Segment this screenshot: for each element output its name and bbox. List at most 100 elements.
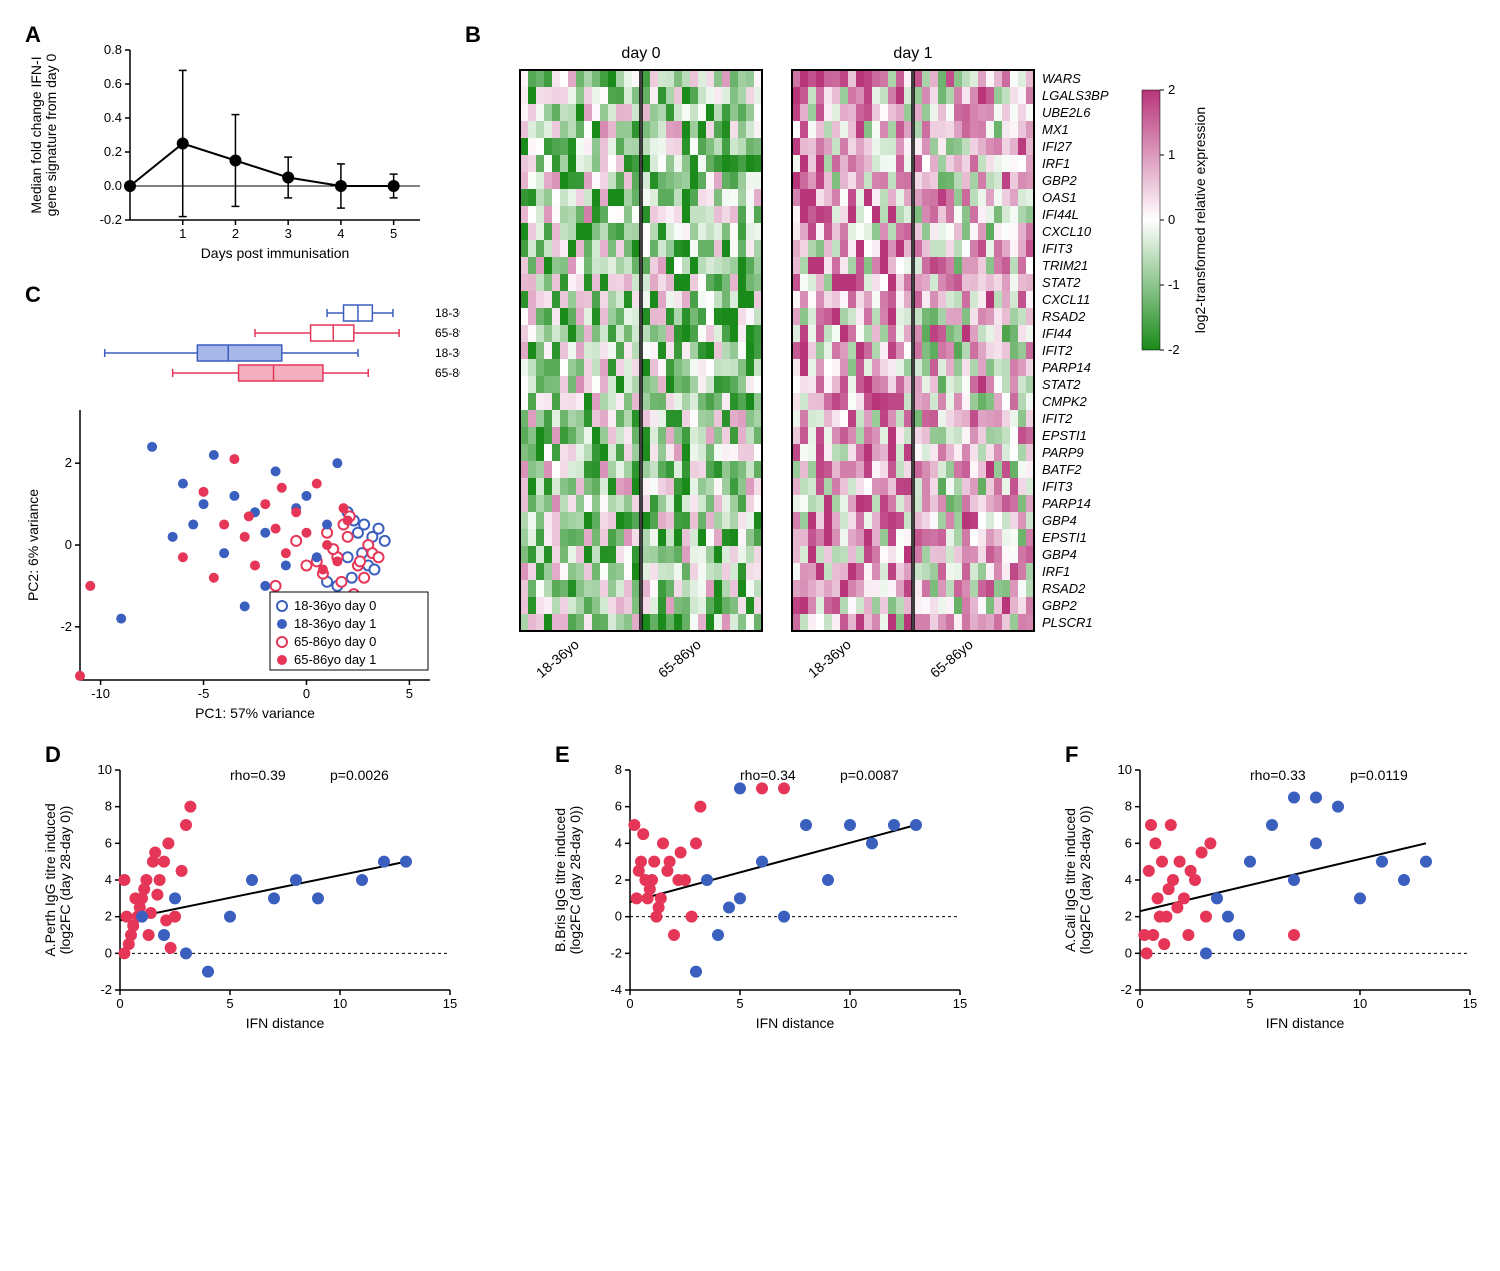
heatmap-cell	[954, 580, 962, 597]
heatmap-cell	[816, 70, 824, 87]
heatmap-cell	[650, 393, 658, 410]
heatmap-cell	[624, 70, 632, 87]
heatmap-cell	[576, 393, 584, 410]
heatmap-cell	[714, 104, 722, 121]
heatmap-cell	[738, 495, 746, 512]
heatmap-cell	[962, 121, 970, 138]
heatmap-cell	[880, 291, 888, 308]
svg-text:A: A	[25, 22, 41, 47]
heatmap-cell	[856, 410, 864, 427]
heatmap-cell	[848, 376, 856, 393]
heatmap-cell	[714, 427, 722, 444]
heatmap-cell	[896, 155, 904, 172]
heatmap-cell	[872, 495, 880, 512]
heatmap-cell	[682, 240, 690, 257]
heatmap-cell	[536, 614, 544, 631]
heatmap-cell	[840, 206, 848, 223]
heatmap-cell	[624, 580, 632, 597]
heatmap-cell	[840, 563, 848, 580]
heatmap-cell	[560, 410, 568, 427]
heatmap-cell	[690, 223, 698, 240]
svg-text:10: 10	[98, 762, 112, 777]
heatmap-cell	[674, 308, 682, 325]
heatmap-cell	[856, 580, 864, 597]
heatmap-cell	[528, 87, 536, 104]
pca-point	[240, 532, 250, 542]
heatmap-cell	[792, 614, 800, 631]
svg-text:5: 5	[1246, 996, 1253, 1011]
heatmap-cell	[584, 274, 592, 291]
scatter-point	[123, 938, 135, 950]
heatmap-cell	[1018, 206, 1026, 223]
heatmap-cell	[560, 444, 568, 461]
heatmap-cell	[800, 274, 808, 291]
heatmap-cell	[592, 155, 600, 172]
heatmap-cell	[954, 495, 962, 512]
heatmap-cell	[600, 138, 608, 155]
heatmap-cell	[528, 138, 536, 155]
scatter-point	[154, 874, 166, 886]
heatmap-cell	[994, 189, 1002, 206]
heatmap-cell	[706, 172, 714, 189]
svg-text:6: 6	[105, 835, 112, 850]
pca-point	[353, 528, 363, 538]
svg-text:5: 5	[390, 226, 397, 241]
heatmap-cell	[536, 427, 544, 444]
scatter-point	[866, 837, 878, 849]
heatmap-cell	[560, 223, 568, 240]
heatmap-cell	[832, 376, 840, 393]
heatmap-cell	[576, 325, 584, 342]
heatmap-cell	[650, 274, 658, 291]
svg-text:10: 10	[1353, 996, 1367, 1011]
heatmap-cell	[970, 223, 978, 240]
heatmap-cell	[650, 240, 658, 257]
heatmap-cell	[840, 614, 848, 631]
heatmap-cell	[986, 359, 994, 376]
heatmap-cell	[746, 308, 754, 325]
heatmap-cell	[808, 308, 816, 325]
heatmap-cell	[624, 87, 632, 104]
heatmap-cell	[552, 240, 560, 257]
scatter-point	[628, 819, 640, 831]
heatmap-cell	[658, 359, 666, 376]
heatmap-cell	[584, 614, 592, 631]
heatmap-cell	[1026, 359, 1034, 376]
heatmap-cell	[706, 580, 714, 597]
heatmap-cell	[674, 495, 682, 512]
heatmap-cell	[722, 240, 730, 257]
heatmap-cell	[682, 172, 690, 189]
heatmap-cell	[568, 546, 576, 563]
heatmap-cell	[730, 189, 738, 206]
scatter-point	[1332, 801, 1344, 813]
heatmap-cell	[962, 495, 970, 512]
heatmap-cell	[970, 325, 978, 342]
heatmap-cell	[864, 427, 872, 444]
heatmap-cell	[904, 172, 912, 189]
heatmap-cell	[848, 172, 856, 189]
heatmap-cell	[666, 546, 674, 563]
heatmap-cell	[722, 223, 730, 240]
heatmap-cell	[824, 87, 832, 104]
heatmap-cell	[690, 189, 698, 206]
heatmap-cell	[880, 529, 888, 546]
heatmap-cell	[864, 410, 872, 427]
heatmap-cell	[1002, 70, 1010, 87]
heatmap-cell	[600, 614, 608, 631]
heatmap-cell	[1010, 342, 1018, 359]
heatmap-cell	[690, 70, 698, 87]
heatmap-cell	[1018, 495, 1026, 512]
heatmap-cell	[872, 240, 880, 257]
scatter-point	[690, 966, 702, 978]
heatmap-cell	[896, 87, 904, 104]
heatmap-cell	[738, 580, 746, 597]
heatmap-cell	[946, 546, 954, 563]
scatter-point	[1200, 911, 1212, 923]
heatmap-cell	[568, 155, 576, 172]
heatmap-cell	[978, 274, 986, 291]
heatmap-cell	[608, 155, 616, 172]
heatmap-cell	[714, 70, 722, 87]
heatmap-cell	[560, 189, 568, 206]
heatmap-cell	[922, 240, 930, 257]
heatmap-cell	[698, 274, 706, 291]
heatmap-cell	[930, 376, 938, 393]
